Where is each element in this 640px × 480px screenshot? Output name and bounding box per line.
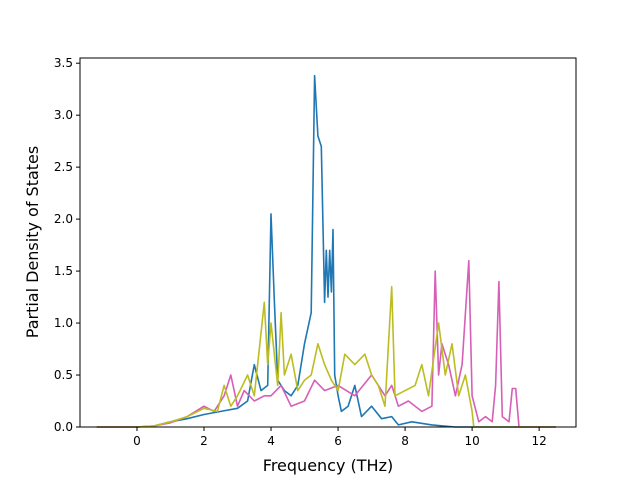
x-tick-label: 4: [267, 434, 275, 448]
y-tick-label: 2.5: [54, 160, 73, 174]
x-tick-label: 6: [334, 434, 342, 448]
series-line-3: [96, 285, 556, 428]
y-tick-label: 0.0: [54, 420, 73, 434]
y-axis-title: Partial Density of States: [23, 146, 42, 338]
x-tick-label: 10: [464, 434, 479, 448]
y-axis: 0.0 0.5 1.0 1.5 2.0 2.5 3.0 3.5: [54, 56, 80, 434]
y-tick-label: 1.5: [54, 264, 73, 278]
y-tick-label: 0.5: [54, 368, 73, 382]
plot-background: [80, 58, 576, 427]
series-line-1: [96, 74, 556, 428]
x-tick-label: 0: [133, 434, 141, 448]
x-axis: 0 2 4 6 8 10 12: [133, 427, 547, 448]
plot-frame: [79, 57, 577, 428]
y-tick-label: 2.0: [54, 212, 73, 226]
x-axis-title: Frequency (THz): [263, 456, 393, 475]
y-tick-label: 3.5: [54, 56, 73, 70]
x-tick-label: 8: [401, 434, 409, 448]
x-tick-label: 12: [531, 434, 546, 448]
y-tick-label: 1.0: [54, 316, 73, 330]
x-tick-label: 2: [200, 434, 208, 448]
series-layer: [96, 74, 556, 428]
series-line-2: [96, 259, 556, 428]
y-tick-label: 3.0: [54, 108, 73, 122]
